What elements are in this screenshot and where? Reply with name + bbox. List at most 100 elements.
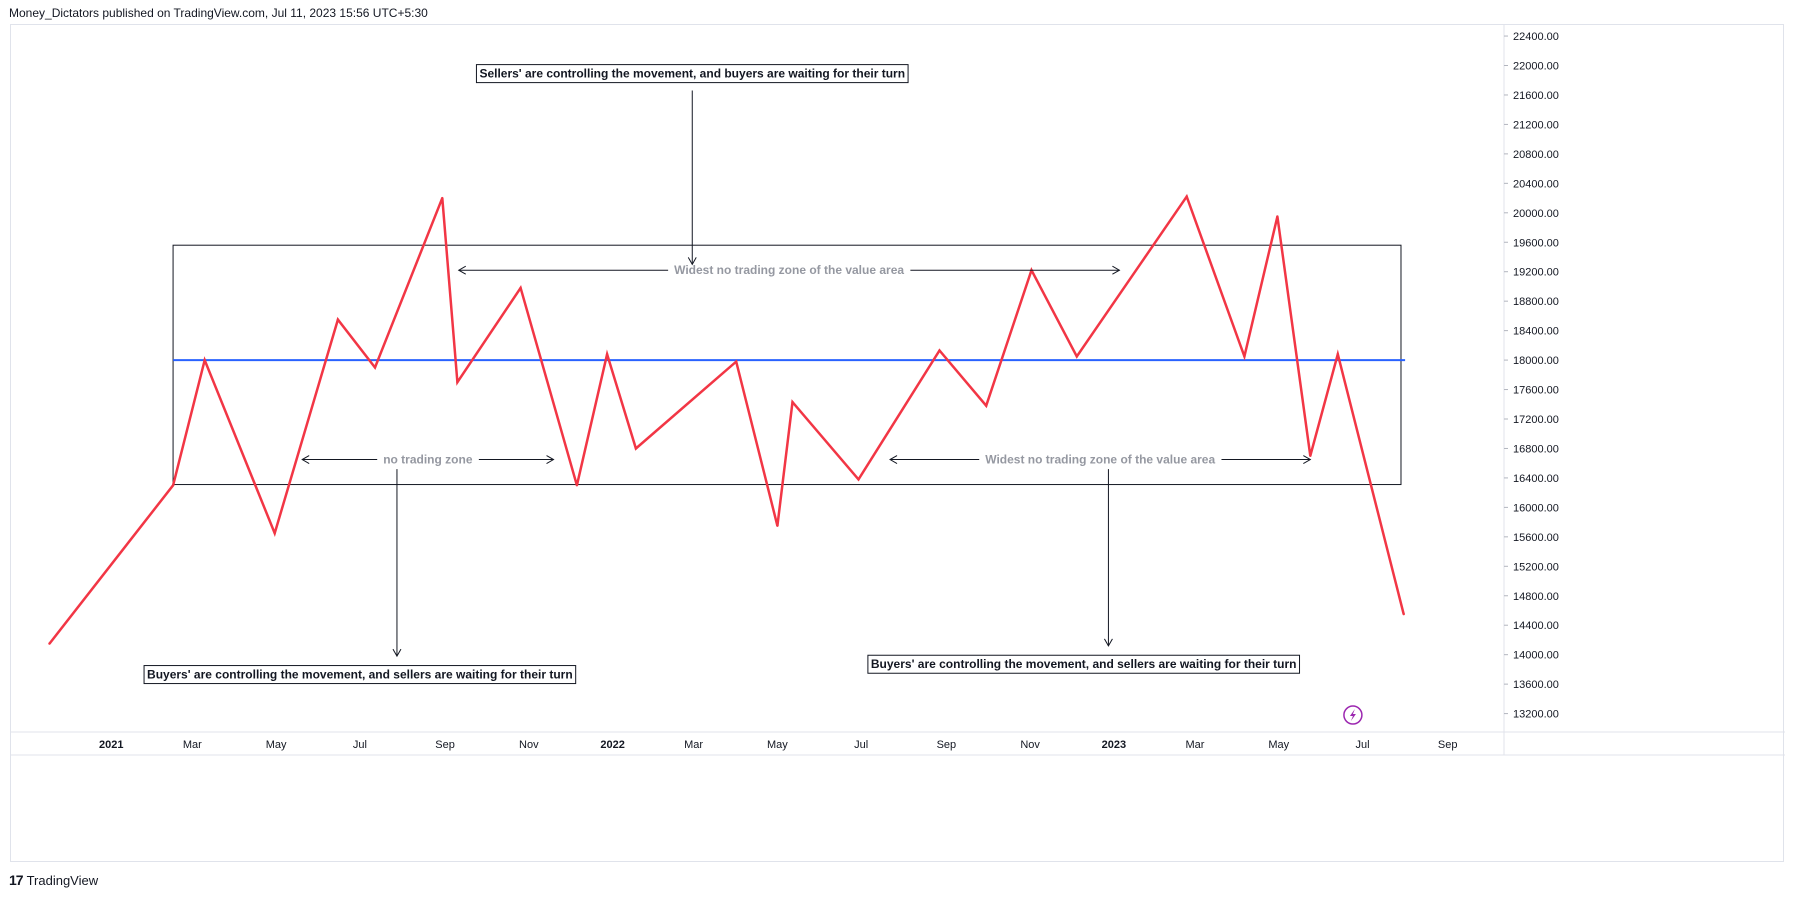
- time-tick-label: Mar: [183, 739, 202, 751]
- arrow-right-head: [546, 455, 555, 464]
- price-point: [373, 366, 377, 369]
- price-point: [1336, 352, 1340, 356]
- widest-zone-top[interactable]: Widest no trading zone of the value area: [458, 263, 1120, 277]
- time-tick-label: Sep: [1438, 739, 1458, 751]
- time-tick-label: 2022: [600, 739, 624, 751]
- price-point: [273, 531, 276, 535]
- price-tick-label: 18800.00: [1513, 296, 1559, 308]
- price-point: [519, 286, 522, 290]
- price-point: [1402, 612, 1405, 616]
- price-tick-label: 21200.00: [1513, 119, 1559, 131]
- arrow-left-head: [301, 455, 310, 464]
- price-point: [1075, 355, 1079, 358]
- range-label-text: Widest no trading zone of the value area: [674, 263, 904, 277]
- price-tick-label: 14400.00: [1513, 620, 1559, 632]
- time-tick-label: Jul: [854, 739, 868, 751]
- price-point: [203, 358, 206, 362]
- time-tick-label: Nov: [519, 739, 539, 751]
- price-point: [1185, 195, 1188, 198]
- price-tick-label: 16800.00: [1513, 443, 1559, 455]
- callout-arrow-head: [1103, 638, 1113, 647]
- price-point: [605, 352, 609, 356]
- price-point: [441, 196, 444, 200]
- tradingview-logo-icon: 17: [9, 872, 24, 888]
- callout-arrow-head: [687, 257, 697, 266]
- arrow-right-head: [1112, 265, 1121, 275]
- callout-box: [143, 665, 577, 685]
- price-tick-label: 21600.00: [1513, 90, 1559, 102]
- price-tick-label: 15600.00: [1513, 532, 1559, 544]
- sellers-callout[interactable]: Sellers' are controlling the movement, a…: [475, 64, 909, 265]
- price-tick-label: 15200.00: [1513, 561, 1559, 573]
- price-point: [456, 380, 459, 384]
- price-tick-label: 14000.00: [1513, 650, 1559, 662]
- price-point: [776, 524, 779, 527]
- price-point: [1309, 454, 1312, 458]
- price-tick-label: 17200.00: [1513, 414, 1559, 426]
- time-tick-label: Nov: [1020, 739, 1040, 751]
- price-tick-label: 22400.00: [1513, 31, 1559, 43]
- time-tick-label: Sep: [937, 739, 957, 751]
- price-series-line[interactable]: [48, 193, 1405, 645]
- price-point: [1276, 215, 1279, 218]
- time-tick-label: Mar: [684, 739, 703, 751]
- range-label-text: Widest no trading zone of the value area: [985, 453, 1215, 467]
- chart-frame[interactable]: Widest no trading zone of the value area…: [10, 24, 1785, 863]
- widest-zone-bottom[interactable]: Widest no trading zone of the value area: [890, 453, 1311, 467]
- price-tick-label: 18000.00: [1513, 355, 1559, 367]
- value-area-rectangle[interactable]: [172, 244, 1402, 486]
- time-tick-label: Mar: [1185, 739, 1204, 751]
- price-tick-label: 18400.00: [1513, 326, 1559, 338]
- time-tick-label: May: [767, 739, 788, 751]
- price-point: [791, 400, 794, 404]
- buyers-callout-right[interactable]: Buyers' are controlling the movement, an…: [867, 469, 1301, 674]
- price-point: [336, 318, 340, 321]
- time-tick-label: Sep: [435, 739, 455, 751]
- price-point: [735, 360, 738, 363]
- arrow-right-head: [1303, 455, 1312, 464]
- range-label-text: no trading zone: [383, 453, 473, 467]
- price-tick-label: 16000.00: [1513, 502, 1559, 514]
- time-tick-label: 2021: [99, 739, 123, 751]
- publisher-line: Money_Dictators published on TradingView…: [9, 6, 428, 20]
- price-point: [857, 478, 860, 481]
- price-tick-label: 13200.00: [1513, 709, 1559, 721]
- tradingview-brand: TradingView: [26, 872, 99, 888]
- price-tick-label: 20000.00: [1513, 208, 1559, 220]
- price-tick-label: 16400.00: [1513, 473, 1559, 485]
- price-tick-label: 22000.00: [1513, 61, 1559, 73]
- callout-box: [475, 64, 909, 84]
- time-tick-label: May: [266, 739, 287, 751]
- lightning-icon[interactable]: [1343, 705, 1363, 725]
- price-point: [634, 447, 638, 450]
- price-tick-label: 19200.00: [1513, 267, 1559, 279]
- price-tick-label: 20800.00: [1513, 149, 1559, 161]
- price-point: [1243, 355, 1246, 358]
- arrow-left-head: [457, 265, 467, 275]
- price-tick-label: 19600.00: [1513, 237, 1559, 249]
- callout-text: Buyers' are controlling the movement, an…: [147, 668, 573, 682]
- arrow-left-head: [889, 455, 898, 464]
- price-tick-label: 17600.00: [1513, 385, 1559, 397]
- time-tick-label: Jul: [1355, 739, 1369, 751]
- price-tick-label: 13600.00: [1513, 679, 1559, 691]
- price-point: [171, 484, 175, 487]
- price-chart[interactable]: Widest no trading zone of the value area…: [11, 25, 1785, 863]
- price-point: [938, 349, 941, 352]
- price-point: [48, 642, 51, 645]
- callout-text: Buyers' are controlling the movement, an…: [871, 657, 1297, 671]
- time-tick-label: Jul: [353, 739, 367, 751]
- price-tick-label: 20400.00: [1513, 178, 1559, 190]
- no-trading-zone[interactable]: no trading zone: [302, 453, 554, 467]
- callout-text: Sellers' are controlling the movement, a…: [479, 67, 905, 81]
- buyers-callout-left[interactable]: Buyers' are controlling the movement, an…: [143, 469, 577, 685]
- callout-box: [867, 654, 1301, 674]
- price-tick-label: 14800.00: [1513, 591, 1559, 603]
- tradingview-footer[interactable]: 17 TradingView: [9, 872, 98, 888]
- lightning-icon-bolt: [1349, 709, 1356, 722]
- callout-arrow-head: [392, 648, 402, 658]
- price-point: [575, 484, 579, 487]
- time-tick-label: May: [1268, 739, 1289, 751]
- time-tick-label: 2023: [1102, 739, 1126, 751]
- price-point: [984, 404, 988, 407]
